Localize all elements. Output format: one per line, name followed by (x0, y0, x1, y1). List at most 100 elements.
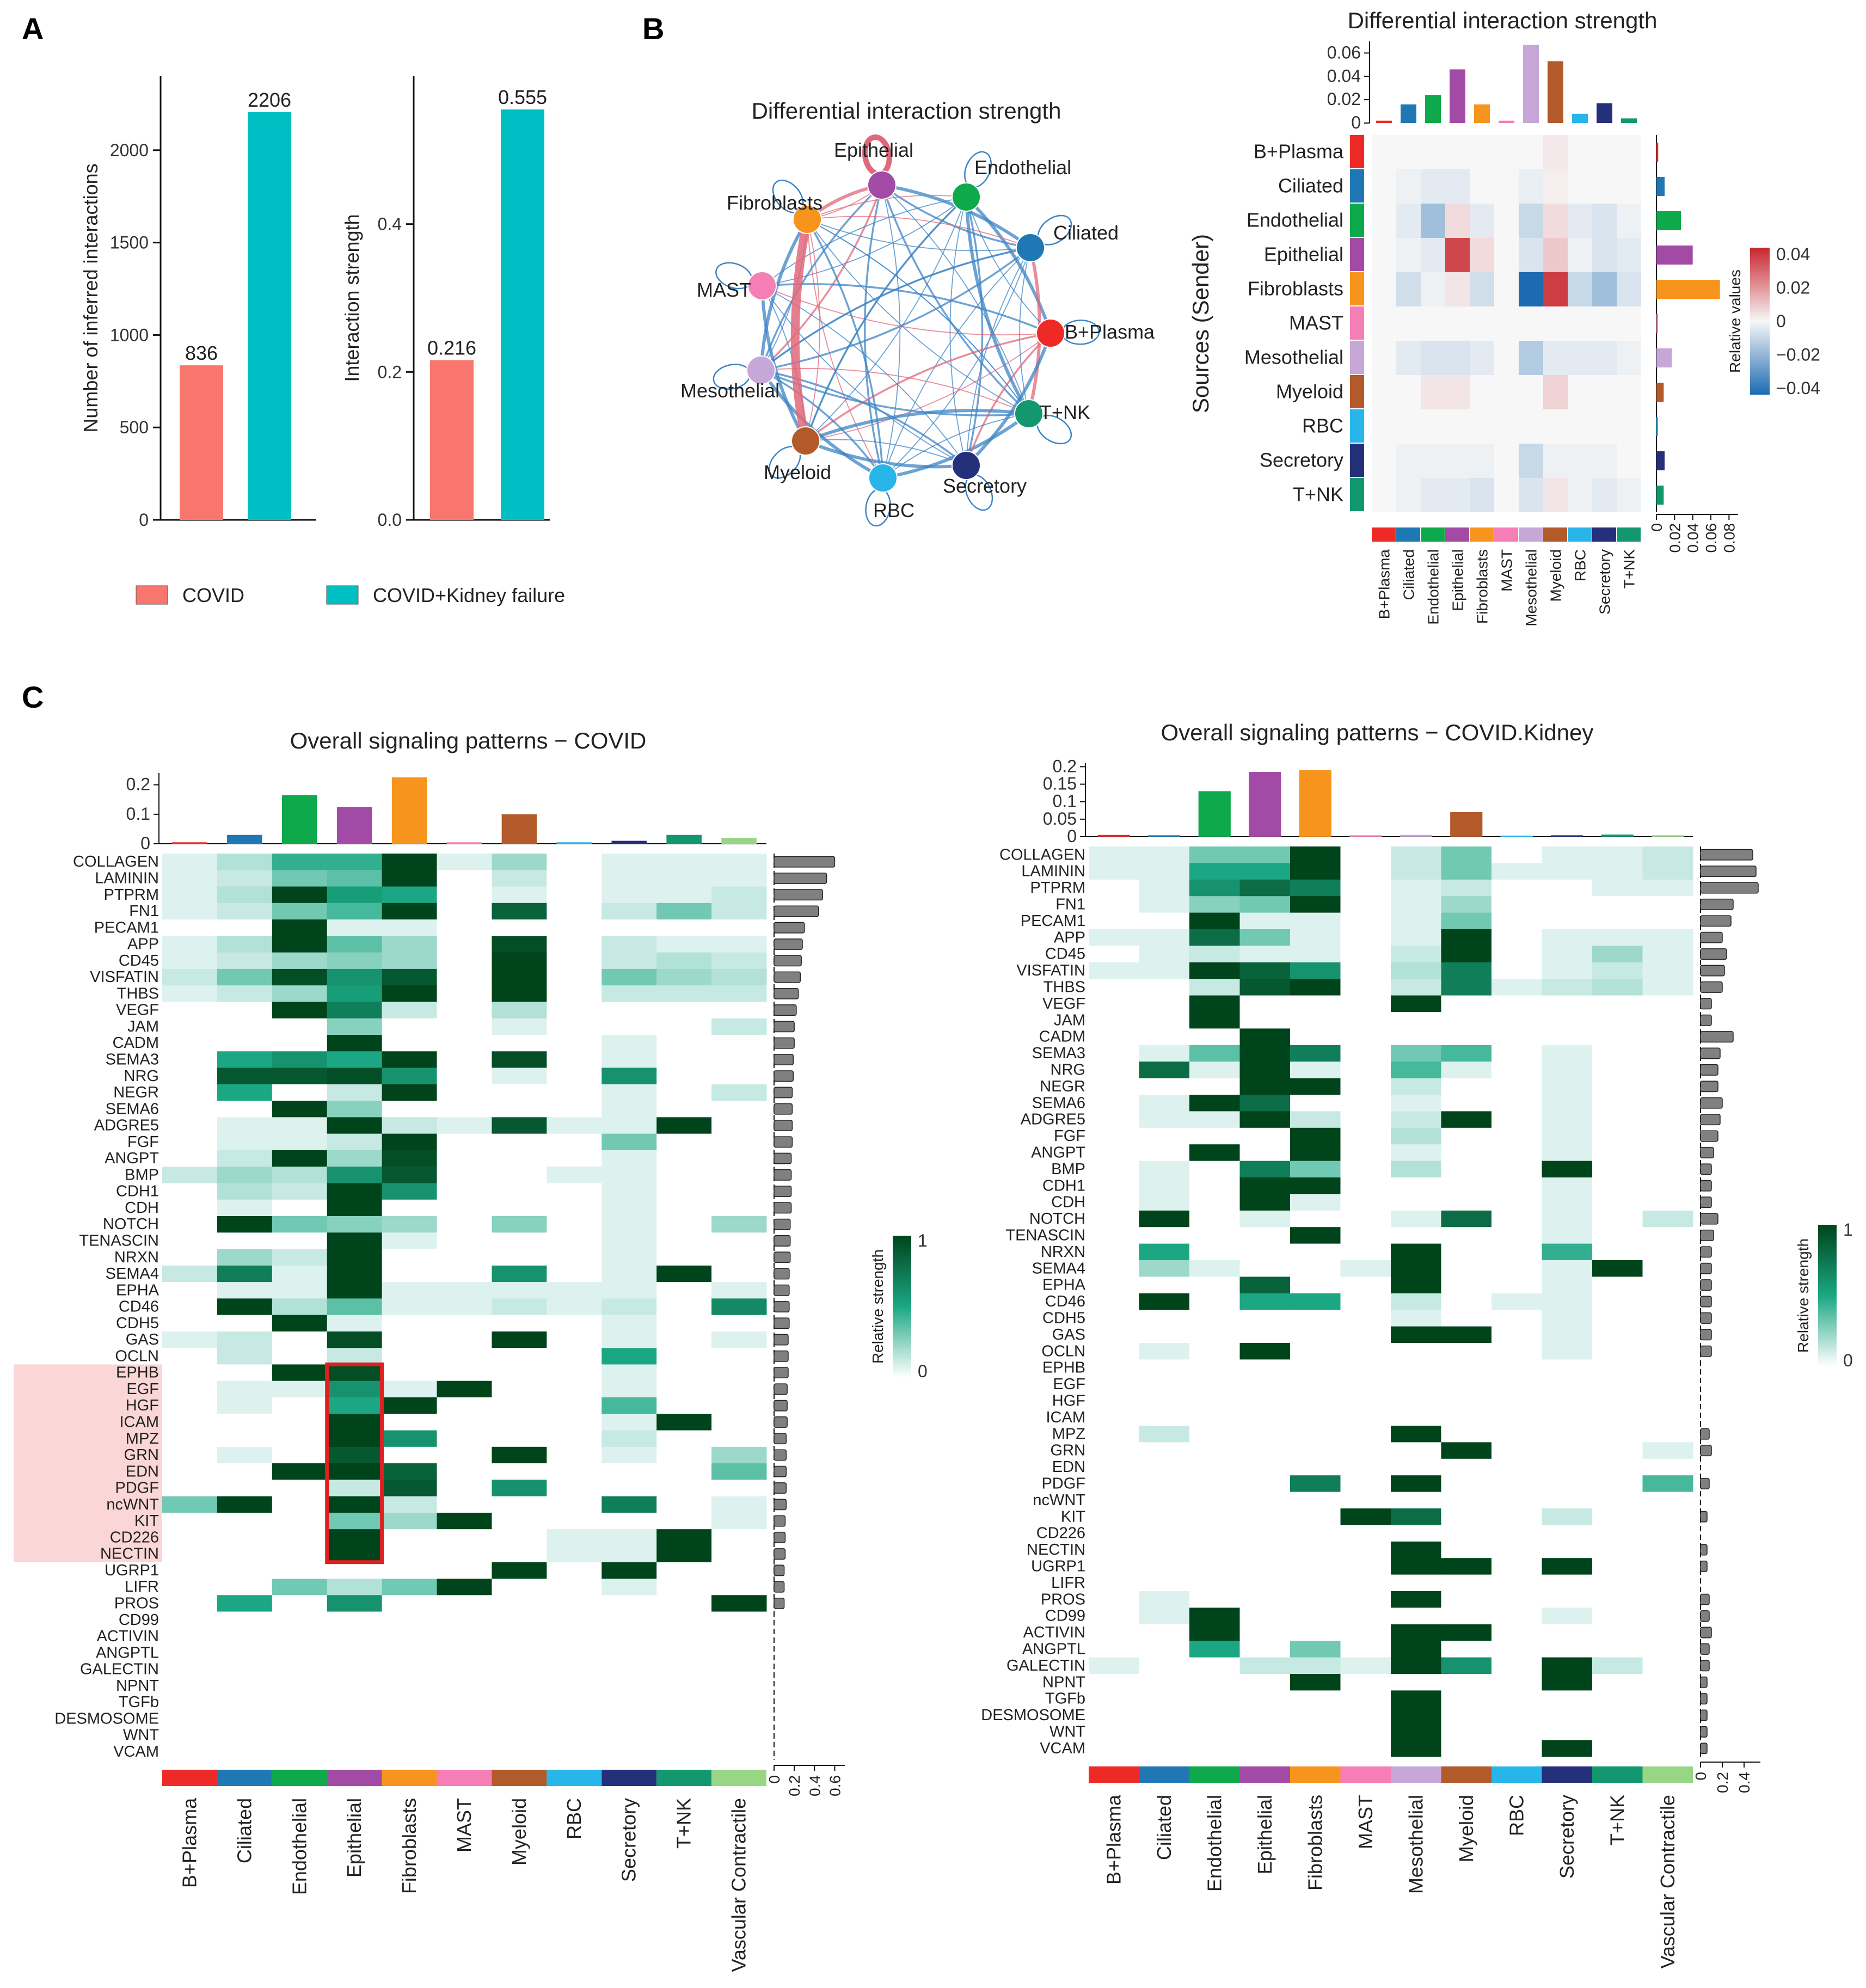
heatmap-cell (1089, 1111, 1139, 1128)
heatmap-cell (1189, 962, 1240, 979)
heatmap-cell (1642, 1657, 1693, 1674)
heatmap-cell (1391, 1210, 1441, 1228)
heatmap-cell (162, 870, 218, 887)
heatmap-cell (1592, 1723, 1643, 1741)
heatmap-cell (1592, 1111, 1643, 1128)
heatmap-cell (1391, 1127, 1441, 1145)
heatmap-cell (437, 1018, 492, 1035)
heatmap-cell (1089, 1293, 1139, 1310)
heatmap-cell (492, 1710, 547, 1727)
heatmap-cell (327, 1380, 383, 1398)
right-bar (774, 1202, 792, 1214)
col-color-strip (1568, 527, 1592, 542)
heatmap-cell (1642, 1078, 1693, 1095)
heatmap-cell (1372, 238, 1396, 272)
heatmap-cell (1139, 979, 1190, 996)
right-tick-label: 0.4 (806, 1775, 823, 1796)
heatmap-cell (1441, 1045, 1492, 1062)
right-bar-myeloid (1656, 383, 1664, 402)
heatmap-cell (1542, 946, 1593, 963)
heatmap-cell (1372, 444, 1396, 478)
top-bar-mesothelial (1399, 835, 1432, 837)
right-bar (1700, 1130, 1718, 1142)
heatmap-cell (601, 936, 657, 953)
heatmap-cell (327, 1117, 383, 1134)
heatmap-cell (547, 1414, 602, 1431)
heatmap-cell (711, 1677, 767, 1695)
heatmap-cell (711, 1084, 767, 1101)
heatmap-cell (547, 1315, 602, 1332)
row-label: Mesothelial (1244, 346, 1343, 369)
heatmap-cell (1445, 375, 1470, 409)
heatmap-cell (437, 1035, 492, 1052)
heatmap-cell (656, 1496, 712, 1513)
network-edge (806, 219, 884, 478)
heatmap-cell (272, 1315, 328, 1332)
heatmap-cell (1491, 1227, 1542, 1244)
right-bar (774, 1004, 797, 1016)
right-bar (774, 1037, 795, 1049)
heatmap-cell (1391, 1426, 1441, 1443)
heatmap-cell (1542, 1674, 1593, 1691)
heatmap-cell (1089, 896, 1139, 913)
network-node-mesothelial (746, 355, 776, 385)
heatmap-cell (1491, 1376, 1542, 1393)
heatmap-cell (1542, 1740, 1593, 1757)
heatmap-cell (1391, 1227, 1441, 1244)
heatmap-cell (711, 1480, 767, 1497)
col-color-strip (217, 1770, 272, 1786)
top-bar-vascular-contractile (1652, 835, 1684, 837)
heatmap-cell (1542, 1111, 1593, 1128)
heatmap-cell (1089, 1409, 1139, 1426)
heatmap-cell (1391, 863, 1441, 880)
heatmap-cell (1391, 979, 1441, 996)
heatmap-cell (1592, 1690, 1643, 1708)
heatmap-cell (1470, 169, 1494, 204)
heatmap-cell (1089, 1095, 1139, 1112)
heatmap-cell (1139, 846, 1190, 863)
heatmap-cell (1139, 896, 1190, 913)
heatmap-cell (1139, 1607, 1190, 1625)
heatmap-cell (601, 1512, 657, 1530)
heatmap-cell (1089, 912, 1139, 930)
legend-swatch-covid-kidney (326, 585, 359, 605)
heatmap-cell (1421, 306, 1445, 341)
heatmap-cell (162, 1167, 218, 1183)
heatmap-cell (272, 1628, 328, 1645)
heatmap-cell (547, 1545, 602, 1563)
heatmap-cell (547, 1232, 602, 1250)
heatmap-cell (162, 919, 218, 936)
heatmap-cell (1542, 896, 1593, 913)
heatmap-cell (601, 985, 657, 1002)
top-bar-fibroblasts (1474, 104, 1490, 123)
heatmap-cell (601, 1348, 657, 1365)
heatmap-cell (1421, 375, 1445, 409)
heatmap-cell (272, 952, 328, 970)
heatmap-cell (1592, 1343, 1643, 1360)
col-label: Myeloid (1455, 1795, 1477, 1862)
heatmap-cell (1290, 1293, 1341, 1310)
heatmap-cell (382, 919, 438, 936)
col-label: Secretory (1597, 549, 1613, 615)
heatmap-cell (1391, 1442, 1441, 1459)
heatmap-cell (1189, 912, 1240, 930)
heatmap-cell (1491, 1161, 1542, 1178)
heatmap-cell (272, 1298, 328, 1316)
heatmap-cell (1239, 1062, 1291, 1079)
top-bar-rbc (556, 842, 592, 844)
heatmap-cell (1642, 1624, 1693, 1641)
heatmap-cell (1592, 238, 1617, 272)
heatmap-cell (1290, 1326, 1341, 1343)
heatmap-cell (1592, 1045, 1643, 1062)
heatmap-cell (437, 1414, 492, 1431)
heatmap-cell (1290, 912, 1341, 930)
heatmap-cell (1139, 1740, 1190, 1757)
right-bar (1700, 1197, 1712, 1208)
heatmap-cell (272, 1611, 328, 1629)
heatmap-cell (1340, 1310, 1391, 1327)
top-bar-ciliated (1148, 835, 1181, 837)
col-color-strip (711, 1770, 766, 1786)
heatmap-cell (382, 1265, 438, 1283)
heatmap-cell (327, 1002, 383, 1019)
heatmap-cell (1568, 306, 1592, 341)
